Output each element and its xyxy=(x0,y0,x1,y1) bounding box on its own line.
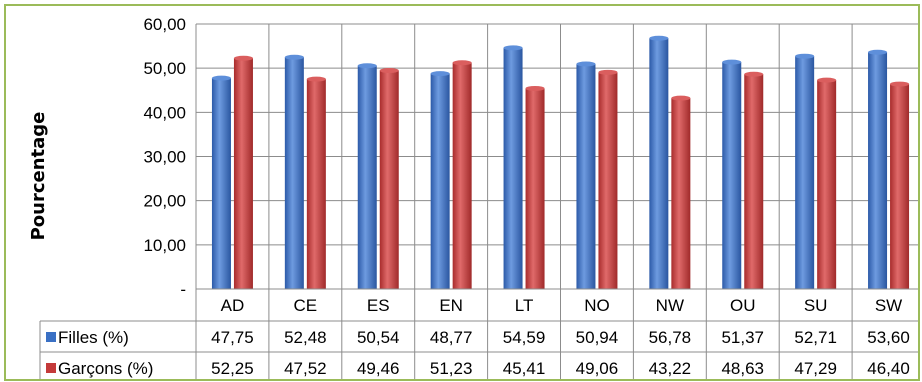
bar-cap xyxy=(233,55,253,61)
bar-cap xyxy=(284,54,304,60)
bar-cap xyxy=(649,35,669,41)
bar-garcons-ce xyxy=(306,79,326,290)
bar-filles-es xyxy=(357,65,377,289)
bar-cap xyxy=(671,95,691,101)
bar-garcons-ou xyxy=(744,74,764,289)
legend-label: Garçons (%) xyxy=(58,359,153,378)
chart-frame: Pourcentage - 10,00 20,00 30,00 40,00 50,00 60… xyxy=(4,4,920,381)
x-tick-label: NO xyxy=(584,296,610,315)
bar-cap xyxy=(379,68,399,74)
x-tick-label: OU xyxy=(730,296,756,315)
bar-garcons-no xyxy=(598,72,618,290)
data-table: AD CE ES EN LT NO NW OU SU SW Filles (%) 47,75 52,48… xyxy=(39,288,918,379)
data-label: 49,06 xyxy=(576,359,619,378)
y-tick-label: 10,00 xyxy=(143,236,186,255)
bar-filles-ce xyxy=(284,57,304,289)
bar-filles-ou xyxy=(722,62,742,290)
x-tick-label: CE xyxy=(294,296,318,315)
y-axis-ticks: - 10,00 20,00 30,00 40,00 50,00 60,00 xyxy=(143,15,186,299)
bar-cap xyxy=(211,75,231,81)
bar-cap xyxy=(525,85,545,91)
bar-garcons-nw xyxy=(671,98,691,289)
bar-cap xyxy=(598,69,618,75)
data-label: 48,63 xyxy=(721,359,764,378)
data-label: 56,78 xyxy=(649,328,692,347)
data-label: 51,23 xyxy=(430,359,473,378)
bar-cap xyxy=(503,45,523,51)
x-tick-label: SW xyxy=(875,296,902,315)
bar-cap xyxy=(890,81,910,87)
bar-garcons-sw xyxy=(890,84,910,289)
bar-cap xyxy=(357,63,377,69)
bar-garcons-ad xyxy=(233,58,253,289)
data-label: 51,37 xyxy=(721,328,764,347)
x-tick-label: AD xyxy=(221,296,245,315)
bar-cap xyxy=(452,60,472,66)
bar-cap xyxy=(722,59,742,65)
bar-cap xyxy=(795,53,815,59)
bar-garcons-su xyxy=(817,80,837,289)
legend-label: Filles (%) xyxy=(58,328,129,347)
data-label: 50,54 xyxy=(357,328,400,347)
legend-key-filles xyxy=(46,332,56,342)
y-tick-label: 40,00 xyxy=(143,103,186,122)
bar-filles-no xyxy=(576,64,596,289)
x-tick-label: EN xyxy=(439,296,463,315)
y-tick-label: 50,00 xyxy=(143,59,186,78)
bar-cap xyxy=(306,76,326,82)
x-tick-label: LT xyxy=(515,296,534,315)
bar-garcons-es xyxy=(379,70,399,289)
data-label: 50,94 xyxy=(576,328,619,347)
data-label: 52,25 xyxy=(211,359,254,378)
bar-filles-en xyxy=(430,73,450,289)
y-tick-label: 60,00 xyxy=(143,15,186,34)
data-label: 47,29 xyxy=(794,359,837,378)
data-label: 43,22 xyxy=(649,359,692,378)
data-label: 47,75 xyxy=(211,328,254,347)
data-label: 49,46 xyxy=(357,359,400,378)
data-label: 45,41 xyxy=(503,359,546,378)
data-label: 54,59 xyxy=(503,328,546,347)
bar-filles-lt xyxy=(503,47,523,289)
y-tick-label: 20,00 xyxy=(143,192,186,211)
bar-chart: Pourcentage - 10,00 20,00 30,00 40,00 50,00 60… xyxy=(28,15,918,379)
data-label: 46,40 xyxy=(867,359,910,378)
x-tick-label: SU xyxy=(804,296,828,315)
bar-filles-su xyxy=(795,56,815,290)
x-tick-label: ES xyxy=(367,296,390,315)
data-label: 47,52 xyxy=(284,359,327,378)
bar-filles-nw xyxy=(649,38,669,290)
bar-garcons-en xyxy=(452,62,472,290)
x-tick-label: NW xyxy=(656,296,684,315)
bar-filles-sw xyxy=(868,52,888,290)
data-label: 52,71 xyxy=(794,328,837,347)
bar-filles-ad xyxy=(211,78,231,290)
legend-key-garcons xyxy=(46,363,56,373)
y-tick-label: 30,00 xyxy=(143,148,186,167)
bar-cap xyxy=(868,49,888,55)
bar-cap xyxy=(430,71,450,77)
data-label: 52,48 xyxy=(284,328,327,347)
data-label: 53,60 xyxy=(867,328,910,347)
bar-cap xyxy=(576,61,596,67)
y-tick-label: - xyxy=(180,280,186,299)
bar-garcons-lt xyxy=(525,88,545,289)
data-label: 48,77 xyxy=(430,328,473,347)
bars xyxy=(211,35,910,290)
bar-cap xyxy=(817,77,837,83)
bar-cap xyxy=(744,71,764,77)
y-axis-label: Pourcentage xyxy=(28,112,49,241)
